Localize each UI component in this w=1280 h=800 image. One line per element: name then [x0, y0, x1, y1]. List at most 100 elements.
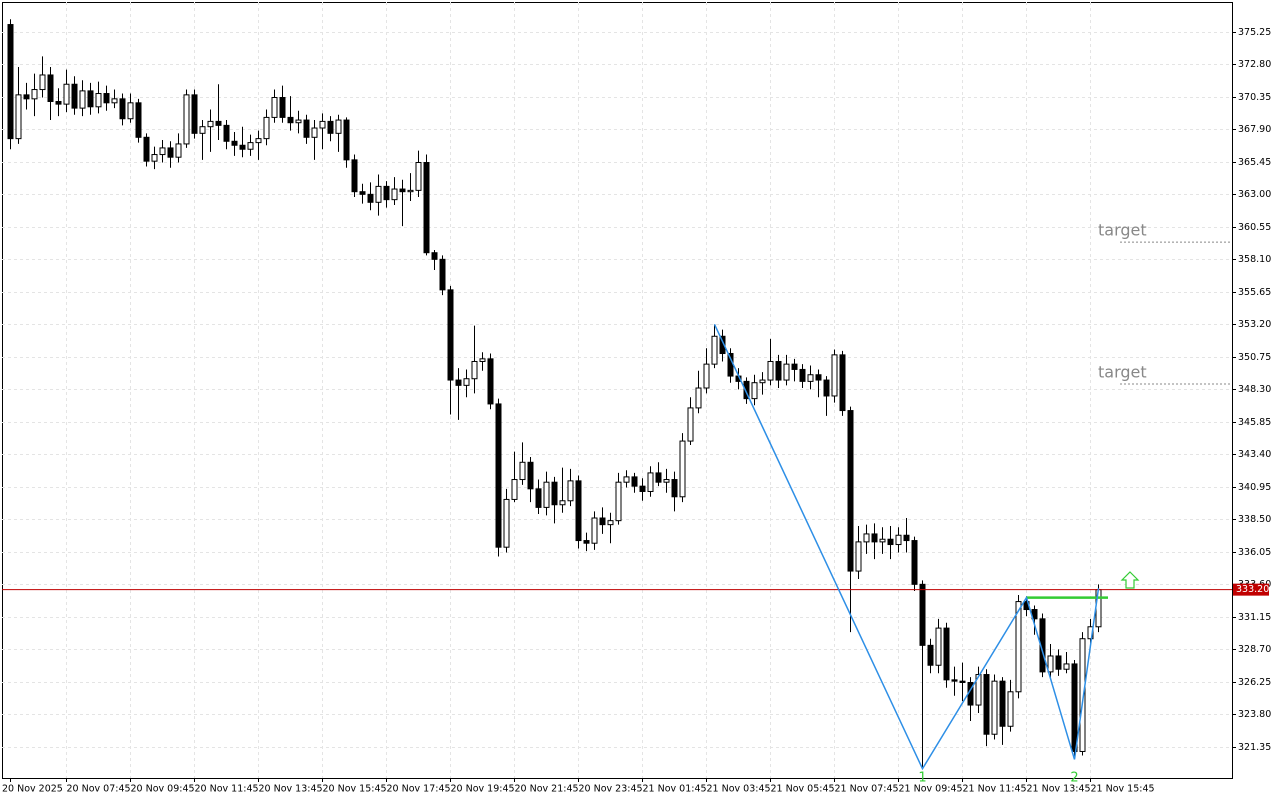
candle-body [255, 138, 262, 144]
candle-body [831, 354, 838, 397]
candle-body [1095, 589, 1102, 628]
candle-body [719, 335, 726, 355]
candle-body [175, 143, 182, 158]
candle-body [599, 517, 606, 526]
y-tick-label: 336.05 [1238, 547, 1271, 558]
candle-body [759, 379, 766, 384]
candle-body [463, 378, 470, 386]
candle-body [247, 142, 254, 150]
x-tick-label: 20 Nov 11:45 [195, 784, 259, 795]
candle-body [863, 533, 870, 543]
candle-body [631, 476, 638, 487]
overlay: target target 1 2 [2, 221, 1232, 786]
candle-body [535, 488, 542, 508]
candle-body [495, 403, 502, 548]
candle-body [647, 472, 654, 492]
x-tick-label: 20 Nov 21:45 [515, 784, 579, 795]
candle-body [1047, 655, 1054, 673]
candle-body [951, 679, 958, 682]
candle-body [975, 674, 982, 706]
candle-body [663, 479, 670, 483]
x-tick-label: 20 Nov 17:45 [387, 784, 451, 795]
candle-body [871, 533, 878, 543]
candle-body [143, 136, 150, 162]
candle-body [191, 94, 198, 134]
candle-body [887, 538, 894, 546]
candle-body [711, 335, 718, 365]
candle-body [895, 534, 902, 546]
candle-body [151, 154, 158, 162]
candle-body [527, 461, 534, 490]
candle-body [991, 680, 998, 735]
candle-body [223, 124, 230, 142]
candle-body [583, 540, 590, 544]
candle-body [103, 93, 110, 104]
x-tick-label: 21 Nov 13:45 [1027, 784, 1091, 795]
y-tick-label: 340.95 [1238, 482, 1271, 493]
candle-body [471, 360, 478, 380]
candle-body [95, 93, 102, 108]
candle-body [655, 472, 662, 483]
candle-body [383, 185, 390, 201]
candle-body [111, 98, 118, 104]
candle-body [879, 538, 886, 543]
candle-body [335, 119, 342, 134]
candle-body [847, 410, 854, 572]
candle-body [351, 159, 358, 193]
candle-body [751, 382, 758, 400]
candle-body [695, 387, 702, 409]
candle-body [439, 258, 446, 291]
candle-body [935, 627, 942, 666]
candle-body [39, 74, 46, 91]
x-tick-label: 21 Nov 11:45 [963, 784, 1027, 795]
candle-body [791, 363, 798, 370]
candle-body [183, 94, 190, 145]
candle-body [239, 144, 246, 150]
candle-body [31, 89, 38, 100]
candle-body [327, 120, 334, 134]
y-tick-label: 363.00 [1238, 189, 1271, 200]
y-tick-label: 375.25 [1238, 27, 1271, 38]
candle-body [287, 116, 294, 124]
candle-body [567, 480, 574, 502]
x-tick-label: 21 Nov 05:45 [771, 784, 835, 795]
candle-body [87, 90, 94, 108]
x-tick-label: 20 Nov 2025 [2, 784, 63, 795]
candle-body [743, 380, 750, 400]
x-tick-label: 20 Nov 23:45 [579, 784, 643, 795]
zigzag-point-label: 2 [1070, 771, 1078, 786]
candle-body [1015, 601, 1022, 693]
candle-body [503, 498, 510, 548]
zigzag-line [713, 324, 1100, 771]
x-tick-label: 20 Nov 13:45 [259, 784, 323, 795]
target-label: target [1098, 363, 1147, 382]
candle-body [839, 354, 846, 412]
x-tick-label: 21 Nov 07:45 [835, 784, 899, 795]
x-tick-label: 20 Nov 09:45 [131, 784, 195, 795]
y-tick-label: 372.80 [1238, 59, 1271, 70]
candle-body [511, 479, 518, 500]
y-tick-label: 367.90 [1238, 124, 1271, 135]
candle-body [983, 674, 990, 735]
candle-body [47, 74, 54, 102]
candle-body [1079, 638, 1086, 752]
candle-body [415, 162, 422, 191]
candle-body [7, 24, 14, 140]
y-tick-label: 323.80 [1238, 709, 1271, 720]
x-tick-label: 20 Nov 15:45 [323, 784, 387, 795]
grid [2, 2, 1232, 778]
y-tick-label: 326.25 [1238, 677, 1271, 688]
y-tick-label: 365.45 [1238, 157, 1271, 168]
candle-body [615, 481, 622, 522]
candle-body [591, 517, 598, 544]
candle-body [455, 379, 462, 386]
candle-body [167, 147, 174, 158]
y-tick-label: 370.35 [1238, 92, 1271, 103]
candle-body [79, 90, 86, 109]
last-price-box [1233, 583, 1269, 596]
candle-body [559, 500, 566, 506]
candle-body [1063, 663, 1070, 670]
candle-body [119, 98, 126, 120]
y-tick-label: 338.50 [1238, 514, 1271, 525]
